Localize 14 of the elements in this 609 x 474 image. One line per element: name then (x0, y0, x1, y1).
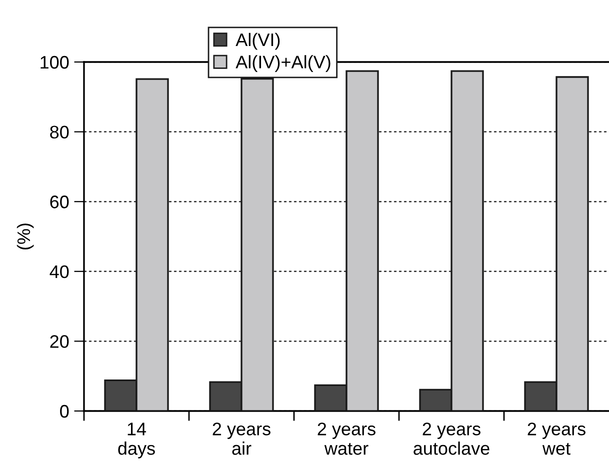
y-tick-label: 0 (60, 404, 69, 418)
y-tick-label: 20 (50, 335, 69, 348)
legend-label: Al(IV)+Al(V) (236, 55, 330, 72)
x-tick-label: 2 years air (212, 422, 270, 455)
x-tick-label: 2 years autoclave (414, 422, 490, 455)
y-tick-label: 100 (40, 56, 69, 69)
y-tick-label: 80 (50, 126, 69, 139)
y-axis-title: (%) (16, 224, 34, 250)
y-tick-label: 40 (50, 265, 69, 278)
y-tick-label: 60 (50, 196, 69, 208)
legend-label: Al(VI) (236, 32, 280, 50)
x-tick-label: 14 days (118, 422, 155, 458)
x-tick-label: 2 years water (318, 422, 376, 455)
x-tick-label: 2 years wet (528, 422, 586, 455)
